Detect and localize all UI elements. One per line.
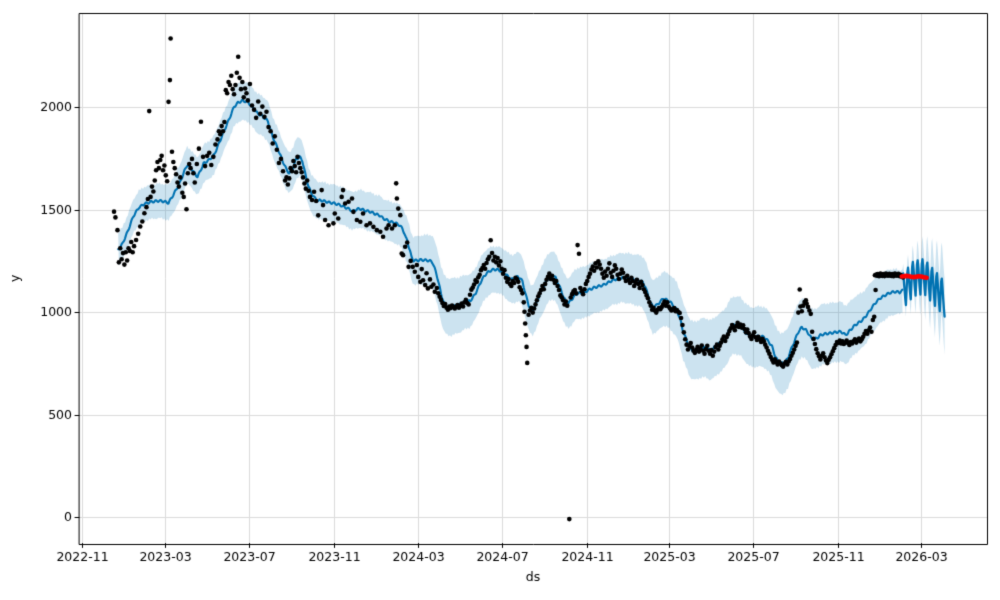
forecast-chart-canvas <box>0 0 1000 600</box>
prophet-forecast-figure <box>0 0 1000 600</box>
